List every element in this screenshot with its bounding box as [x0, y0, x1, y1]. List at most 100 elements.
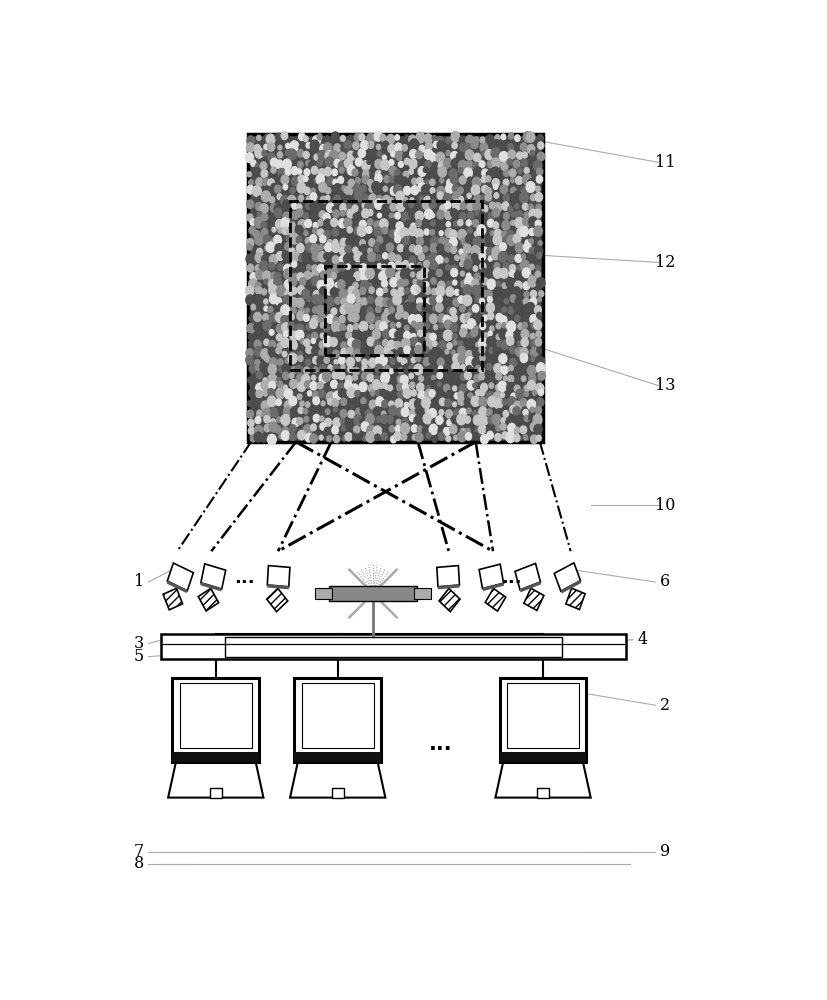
Circle shape	[347, 400, 354, 409]
Circle shape	[247, 377, 253, 384]
Circle shape	[442, 194, 452, 204]
Circle shape	[501, 202, 509, 210]
Circle shape	[347, 419, 351, 426]
Circle shape	[311, 271, 318, 279]
Circle shape	[395, 222, 403, 231]
Circle shape	[506, 231, 514, 239]
Circle shape	[326, 436, 331, 442]
Circle shape	[255, 202, 261, 210]
Text: 1: 1	[133, 574, 144, 590]
Circle shape	[344, 159, 351, 168]
Circle shape	[394, 236, 400, 243]
Circle shape	[532, 390, 536, 395]
Circle shape	[523, 243, 530, 252]
Circle shape	[303, 136, 308, 142]
Circle shape	[374, 345, 383, 356]
Circle shape	[325, 385, 329, 390]
Circle shape	[397, 356, 401, 362]
Circle shape	[516, 228, 523, 237]
Circle shape	[333, 144, 341, 152]
Circle shape	[450, 323, 457, 331]
Circle shape	[370, 324, 374, 329]
Circle shape	[509, 265, 515, 272]
Circle shape	[245, 153, 253, 163]
Circle shape	[423, 358, 430, 366]
Bar	[172, 678, 259, 762]
Circle shape	[489, 266, 494, 272]
Circle shape	[268, 389, 274, 396]
Circle shape	[436, 269, 442, 276]
Circle shape	[463, 259, 471, 269]
Circle shape	[496, 409, 501, 415]
Circle shape	[505, 331, 513, 340]
Circle shape	[426, 433, 430, 438]
Circle shape	[352, 433, 357, 440]
Circle shape	[523, 298, 528, 305]
Circle shape	[333, 436, 339, 443]
Circle shape	[319, 235, 326, 243]
Circle shape	[356, 356, 361, 361]
Circle shape	[332, 350, 338, 357]
Circle shape	[415, 433, 423, 442]
Circle shape	[380, 322, 387, 331]
Circle shape	[451, 158, 459, 169]
Circle shape	[254, 167, 260, 174]
Circle shape	[409, 409, 417, 418]
Circle shape	[291, 261, 296, 267]
Circle shape	[495, 373, 501, 380]
Circle shape	[353, 415, 361, 425]
Circle shape	[446, 287, 453, 296]
Circle shape	[449, 169, 457, 179]
Circle shape	[297, 273, 304, 281]
Circle shape	[390, 436, 396, 443]
Circle shape	[447, 168, 452, 173]
Circle shape	[487, 312, 493, 320]
Circle shape	[426, 386, 430, 390]
Circle shape	[281, 431, 289, 440]
Circle shape	[382, 227, 387, 234]
Circle shape	[493, 268, 501, 278]
Circle shape	[367, 331, 375, 339]
Circle shape	[352, 151, 357, 157]
Circle shape	[472, 348, 480, 357]
Circle shape	[264, 424, 270, 432]
Circle shape	[366, 425, 375, 436]
Circle shape	[385, 309, 388, 314]
Circle shape	[246, 185, 254, 194]
Circle shape	[452, 334, 457, 339]
Bar	[267, 584, 289, 589]
Circle shape	[438, 410, 443, 415]
Circle shape	[277, 343, 282, 349]
Circle shape	[393, 185, 401, 195]
Circle shape	[536, 363, 544, 373]
Circle shape	[264, 279, 268, 284]
Circle shape	[318, 374, 327, 383]
Text: 7: 7	[133, 843, 144, 860]
Circle shape	[306, 196, 311, 202]
Circle shape	[537, 142, 543, 149]
Polygon shape	[168, 762, 263, 798]
Circle shape	[514, 427, 519, 433]
Circle shape	[428, 424, 437, 435]
Circle shape	[450, 308, 456, 315]
Circle shape	[425, 376, 429, 381]
Circle shape	[362, 170, 369, 178]
Circle shape	[475, 427, 481, 435]
Circle shape	[359, 264, 367, 273]
Circle shape	[480, 416, 487, 425]
Circle shape	[265, 245, 269, 251]
Circle shape	[523, 392, 528, 396]
Circle shape	[253, 231, 260, 239]
Circle shape	[250, 219, 255, 225]
Circle shape	[494, 399, 502, 409]
Circle shape	[523, 385, 528, 391]
Circle shape	[493, 347, 498, 353]
Circle shape	[324, 167, 331, 176]
Circle shape	[528, 158, 534, 166]
Circle shape	[519, 192, 528, 203]
Circle shape	[536, 168, 543, 175]
Circle shape	[278, 145, 281, 150]
Circle shape	[519, 226, 528, 237]
Circle shape	[264, 416, 270, 423]
Circle shape	[256, 365, 260, 370]
